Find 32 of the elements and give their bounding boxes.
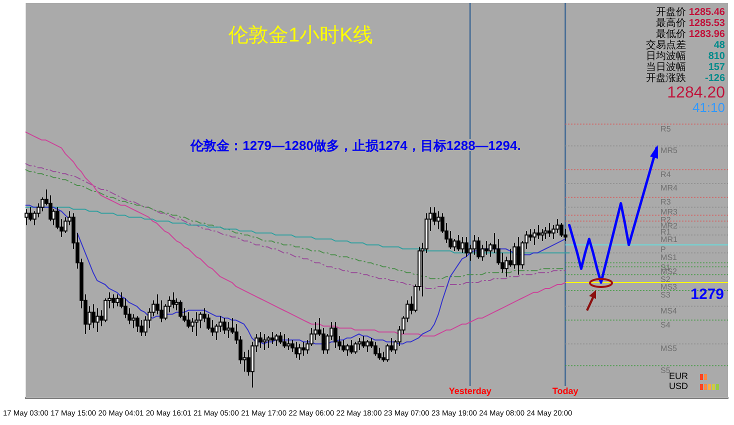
text: 当日波幅 157	[646, 62, 725, 73]
text: 1284.20	[667, 84, 726, 102]
ref-line-label: S4	[660, 320, 671, 330]
text: 开盘涨跌 -126	[646, 72, 725, 84]
annotation: USD	[669, 380, 688, 391]
ref-line-label: MS5	[660, 344, 678, 354]
text: 最低价 1283.96	[656, 28, 726, 40]
ref-line-label: MS3	[660, 282, 678, 292]
annotation: EUR	[669, 370, 688, 381]
ref-line-label: MR5	[660, 146, 678, 156]
ref-line-label: MS4	[660, 306, 678, 316]
ref-line-label: S2	[660, 274, 671, 284]
annotation: Today	[552, 386, 578, 396]
text: 交易点差 48	[646, 40, 725, 51]
text: 日均波幅 810	[646, 50, 725, 62]
ref-line-label: MS1	[660, 253, 678, 262]
chart-title: 伦敦金1小时K线	[228, 24, 373, 47]
ref-line-label: R3	[660, 198, 672, 207]
annotation: 1279	[690, 286, 724, 304]
annotation: Yesterday	[448, 386, 492, 396]
text: 开盘价 1285.46	[656, 6, 726, 18]
text: 最高价 1285.53	[656, 16, 726, 29]
ref-line-label: P	[660, 245, 666, 254]
ref-line-label: MR3	[660, 207, 678, 216]
text: 伦敦金：1279—1280做多，止损1274，目标1288—1294.	[190, 138, 521, 154]
ref-line-label: R5	[660, 124, 672, 134]
ref-line-label: MR4	[660, 184, 678, 193]
ref-line-label: S3	[660, 290, 671, 300]
ref-line-label: S5	[660, 366, 671, 375]
ref-line-label: R4	[660, 170, 672, 179]
ref-line-label: MR1	[660, 235, 678, 244]
text: 41:10	[692, 100, 725, 116]
